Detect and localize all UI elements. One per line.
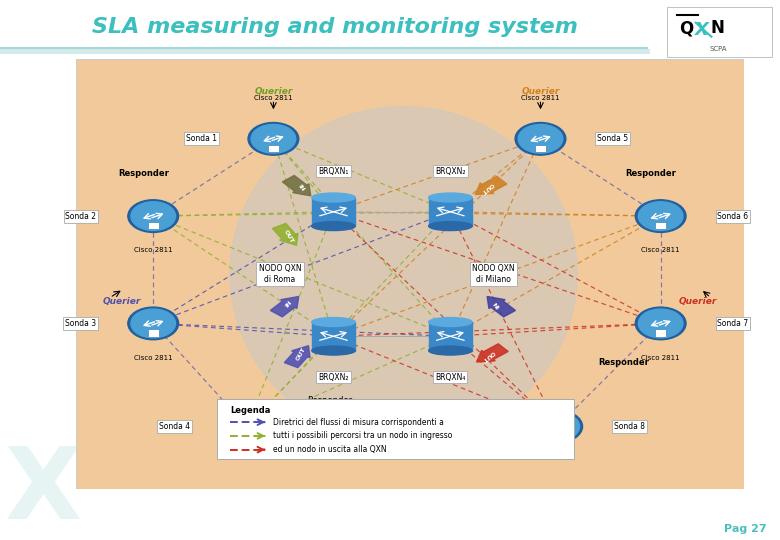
- Text: SCPA: SCPA: [710, 45, 727, 52]
- Text: X: X: [695, 21, 709, 39]
- Text: tutti i possibili percorsi tra un nodo in ingresso: tutti i possibili percorsi tra un nodo i…: [274, 431, 452, 441]
- FancyBboxPatch shape: [217, 399, 574, 458]
- Bar: [147, 222, 159, 230]
- Text: BRQXN₂: BRQXN₂: [435, 166, 466, 176]
- Text: BRQXN₂: BRQXN₂: [318, 373, 349, 382]
- Text: N: N: [711, 19, 725, 37]
- Bar: [551, 433, 563, 440]
- FancyArrow shape: [271, 296, 299, 317]
- Text: Cisco 2811: Cisco 2811: [521, 95, 560, 101]
- Text: NODO QXN
di Milano: NODO QXN di Milano: [473, 265, 515, 284]
- Text: Responder: Responder: [118, 168, 168, 178]
- Circle shape: [222, 410, 272, 443]
- Text: Responder: Responder: [307, 396, 353, 405]
- Circle shape: [535, 412, 580, 441]
- Text: Querier: Querier: [679, 298, 718, 307]
- Circle shape: [635, 307, 686, 340]
- Text: Sonda 3: Sonda 3: [66, 319, 97, 328]
- Circle shape: [515, 123, 566, 155]
- Text: Sonda 7: Sonda 7: [718, 319, 749, 328]
- Text: Cisco 2811: Cisco 2811: [134, 355, 172, 361]
- Text: Sonda 1: Sonda 1: [186, 134, 217, 143]
- Text: Sonda 8: Sonda 8: [614, 422, 645, 431]
- Text: Cisco 2811: Cisco 2811: [134, 247, 172, 253]
- Ellipse shape: [230, 106, 577, 442]
- Text: Querier: Querier: [103, 298, 141, 307]
- FancyArrow shape: [272, 224, 298, 245]
- Ellipse shape: [429, 221, 472, 231]
- Text: Responder: Responder: [598, 357, 650, 367]
- FancyArrow shape: [282, 176, 310, 196]
- Text: BRQXN₁: BRQXN₁: [318, 166, 349, 176]
- Text: X: X: [5, 443, 81, 540]
- Circle shape: [248, 123, 299, 155]
- Text: Cisco 2811: Cisco 2811: [287, 423, 325, 429]
- Bar: [312, 322, 355, 350]
- Text: OUT: OUT: [481, 349, 495, 362]
- Text: Diretrici del flussi di misura corrispondenti a: Diretrici del flussi di misura corrispon…: [274, 417, 445, 427]
- Bar: [429, 198, 472, 226]
- Ellipse shape: [429, 193, 472, 202]
- Circle shape: [128, 200, 179, 232]
- Bar: [655, 329, 666, 336]
- Circle shape: [638, 202, 683, 231]
- Text: NODO QXN
di Roma: NODO QXN di Roma: [259, 265, 301, 284]
- FancyArrow shape: [285, 346, 310, 368]
- Circle shape: [635, 200, 686, 232]
- Text: Sonda 4: Sonda 4: [159, 422, 190, 431]
- FancyArrow shape: [475, 177, 507, 194]
- Text: Legenda: Legenda: [230, 406, 271, 415]
- Text: BRQXN₄: BRQXN₄: [435, 373, 466, 382]
- Text: Querier: Querier: [254, 87, 292, 96]
- Text: Querier: Querier: [521, 87, 560, 96]
- Text: Sonda 2: Sonda 2: [66, 212, 97, 221]
- Text: IN: IN: [296, 184, 305, 193]
- Ellipse shape: [312, 193, 355, 202]
- Text: Sonda 6: Sonda 6: [718, 212, 749, 221]
- Circle shape: [131, 309, 176, 338]
- Ellipse shape: [312, 221, 355, 231]
- Ellipse shape: [429, 346, 472, 355]
- Ellipse shape: [312, 346, 355, 355]
- Text: Sonda 5: Sonda 5: [597, 134, 629, 143]
- Text: IN: IN: [285, 300, 293, 309]
- Ellipse shape: [429, 318, 472, 327]
- Text: IN: IN: [493, 300, 502, 309]
- Circle shape: [518, 124, 563, 153]
- Text: Cisco 2811: Cisco 2811: [254, 95, 292, 101]
- Text: OUT: OUT: [295, 347, 307, 362]
- Text: Cisco 2811: Cisco 2811: [478, 423, 517, 429]
- Circle shape: [225, 412, 269, 441]
- Circle shape: [131, 202, 176, 231]
- Text: Responder: Responder: [626, 168, 676, 178]
- Circle shape: [638, 309, 683, 338]
- Circle shape: [128, 307, 179, 340]
- Text: Pag 27: Pag 27: [724, 524, 766, 534]
- Text: OUT: OUT: [283, 229, 295, 244]
- Circle shape: [532, 410, 583, 443]
- Bar: [655, 222, 666, 230]
- Text: Cisco 2811: Cisco 2811: [641, 355, 680, 361]
- FancyArrow shape: [488, 296, 516, 317]
- Bar: [147, 329, 159, 336]
- Text: SLA measuring and monitoring system: SLA measuring and monitoring system: [93, 17, 578, 37]
- Text: OUT: OUT: [480, 181, 495, 195]
- Bar: [268, 145, 279, 152]
- Circle shape: [251, 124, 296, 153]
- Bar: [429, 322, 472, 350]
- Bar: [312, 198, 355, 226]
- Text: Cisco 2811: Cisco 2811: [641, 247, 680, 253]
- Text: Q: Q: [679, 19, 693, 37]
- Text: ed un nodo in uscita alla QXN: ed un nodo in uscita alla QXN: [274, 445, 387, 454]
- Bar: [241, 433, 253, 440]
- Ellipse shape: [312, 318, 355, 327]
- FancyArrow shape: [477, 344, 509, 362]
- Bar: [667, 7, 772, 57]
- Bar: [535, 145, 546, 152]
